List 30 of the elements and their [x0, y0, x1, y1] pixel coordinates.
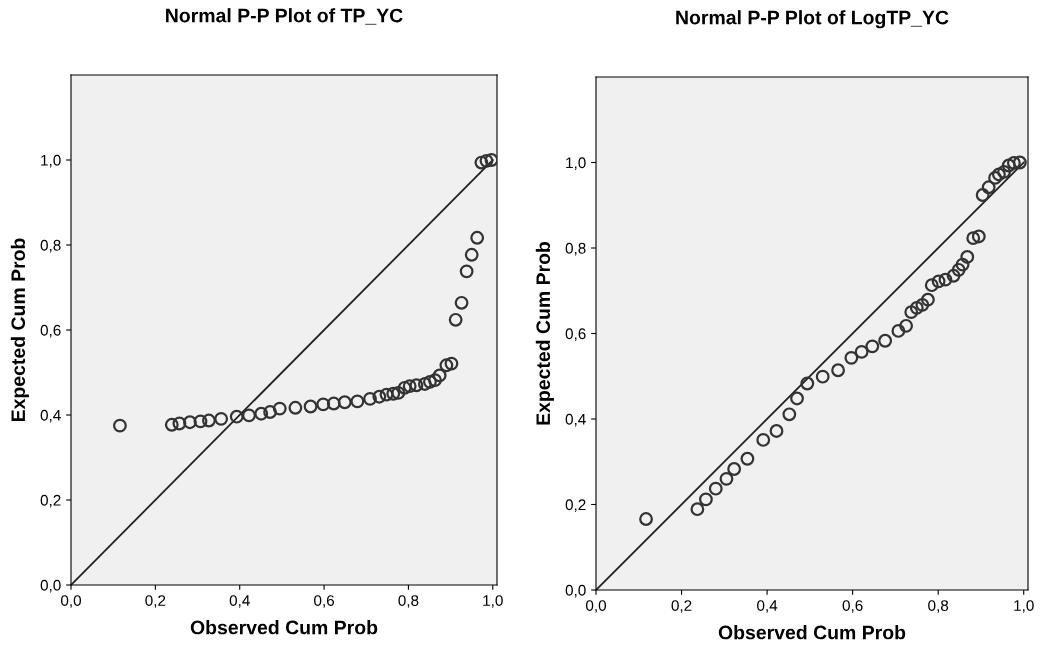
- x-tick-label: 1,0: [483, 595, 503, 608]
- y-tick-label: 0,8: [565, 242, 586, 256]
- x-tick-label: 0,6: [842, 600, 863, 613]
- y-tick-label: 0,4: [565, 413, 586, 427]
- chart-title: Normal P-P Plot of TP_YC: [166, 8, 403, 25]
- x-tick-label: 0,4: [229, 595, 250, 608]
- x-tick-label: 1,0: [1014, 600, 1034, 613]
- chart-title: Normal P-P Plot of LogTP_YC: [676, 10, 949, 29]
- x-tick-label: 0,4: [757, 600, 778, 613]
- y-tick-label: 1,0: [41, 154, 61, 168]
- x-axis-title: Observed Cum Prob: [718, 625, 906, 640]
- y-tick-label: 0,6: [565, 328, 586, 341]
- y-tick-label: 0,0: [565, 584, 586, 598]
- x-tick-label: 0,0: [585, 600, 607, 613]
- y-tick-label: 0,2: [565, 499, 586, 512]
- x-tick-label: 0,2: [671, 600, 692, 613]
- x-tick-label: 0,2: [145, 595, 166, 608]
- y-tick-label: 0,4: [40, 409, 61, 423]
- y-tick-label: 0,6: [40, 324, 61, 338]
- x-tick-label: 0,8: [928, 600, 949, 613]
- y-tick-label: 0,8: [40, 239, 61, 253]
- y-tick-label: 0,2: [40, 494, 61, 508]
- x-tick-label: 0,0: [60, 595, 82, 608]
- x-tick-label: 0,8: [398, 595, 419, 608]
- x-axis-title: Observed Cum Prob: [190, 620, 378, 635]
- y-axis-title: Expected Cum Prob: [535, 241, 554, 425]
- x-tick-label: 0,6: [314, 595, 335, 608]
- y-axis-title: Expected Cum Prob: [10, 238, 29, 422]
- y-tick-label: 0,0: [40, 579, 61, 593]
- y-tick-label: 1,0: [566, 157, 586, 170]
